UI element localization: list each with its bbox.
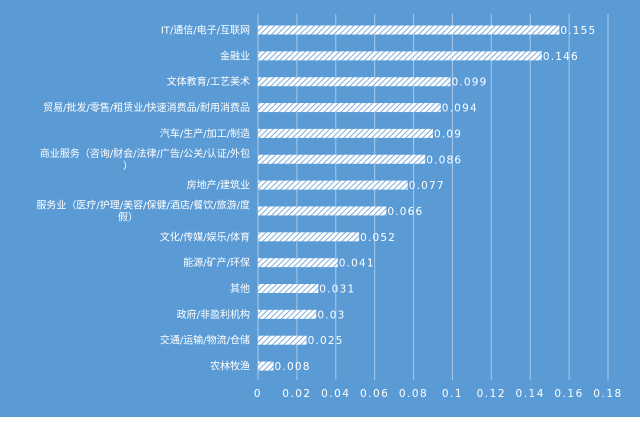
bar xyxy=(258,128,433,138)
data-label: 0.066 xyxy=(387,206,423,218)
category-label: 汽车/生产/加工/制造 xyxy=(160,127,250,140)
category-label: 文体教育/工艺美术 xyxy=(167,75,250,88)
data-label: 0.03 xyxy=(317,309,345,321)
bars xyxy=(258,25,560,371)
category-label: 交通/运输/物流/仓储 xyxy=(160,334,250,347)
x-tick-label: 0.14 xyxy=(516,388,545,400)
data-label: 0.155 xyxy=(560,25,596,37)
data-label: 0.09 xyxy=(434,128,462,140)
x-axis-tick-labels: 0 0.02 0.04 0.06 0.08 0.1 0.12 0.14 0.16 0.18 xyxy=(254,388,622,400)
x-tick-label: 0.16 xyxy=(554,388,583,400)
category-label: 政府/非盈利机构 xyxy=(177,308,250,321)
data-label: 0.008 xyxy=(275,361,311,373)
category-label: 房地产/建筑业 xyxy=(187,179,250,192)
bar xyxy=(258,361,274,371)
data-label: 0.086 xyxy=(426,154,462,166)
bar xyxy=(258,77,451,87)
data-label: 0.052 xyxy=(360,232,396,244)
bar xyxy=(258,154,426,164)
x-tick-label: 0.12 xyxy=(477,388,506,400)
x-tick-label: 0.1 xyxy=(442,388,463,400)
bar xyxy=(258,103,441,113)
bar xyxy=(258,284,319,293)
category-label: IT/通信/电子/互联网 xyxy=(161,24,250,37)
category-label: 贸易/批发/零售/租赁业/快速消费品/耐用消费品 xyxy=(43,101,250,114)
category-label: 其他 xyxy=(230,282,250,295)
category-label: 服务业（医疗/护理/美容/保健/酒店/餐饮/旅游/度假） xyxy=(36,198,250,223)
data-label: 0.099 xyxy=(452,77,488,89)
bar xyxy=(258,309,317,319)
bar xyxy=(258,180,408,190)
x-tick-label: 0.02 xyxy=(282,388,311,400)
data-label: 0.025 xyxy=(308,335,344,347)
x-tick-label: 0.04 xyxy=(321,388,350,400)
bar xyxy=(258,258,338,268)
category-label: 文化/传媒/娱乐/体育 xyxy=(160,230,250,243)
x-tick-label: 0 xyxy=(254,388,262,400)
data-label: 0.077 xyxy=(409,180,445,192)
bar xyxy=(258,232,360,242)
gridlines xyxy=(257,14,609,380)
category-label: 商业服务（咨询/财会/法律/广告/公关/认证/外包） xyxy=(40,147,250,172)
data-label: 0.146 xyxy=(543,51,579,63)
x-tick-label: 0.06 xyxy=(360,388,389,400)
x-tick-label: 0.18 xyxy=(593,388,622,400)
data-label: 0.031 xyxy=(319,284,355,296)
category-label: 金融业 xyxy=(220,49,250,62)
data-label: 0.094 xyxy=(442,103,478,115)
bar xyxy=(258,206,387,216)
bar xyxy=(258,51,542,61)
bar xyxy=(258,335,307,345)
category-label: 能源/矿产/环保 xyxy=(183,256,250,269)
category-label: 农林牧渔 xyxy=(210,360,250,373)
data-label: 0.041 xyxy=(339,258,375,270)
data-labels: 0.155 0.146 0.099 0.094 0.09 0.086 0.077 0.066 0… xyxy=(275,25,596,373)
bar xyxy=(258,25,560,35)
x-tick-label: 0.08 xyxy=(399,388,428,400)
category-labels: IT/通信/电子/互联网金融业文体教育/工艺美术贸易/批发/零售/租赁业/快速消… xyxy=(36,24,250,373)
